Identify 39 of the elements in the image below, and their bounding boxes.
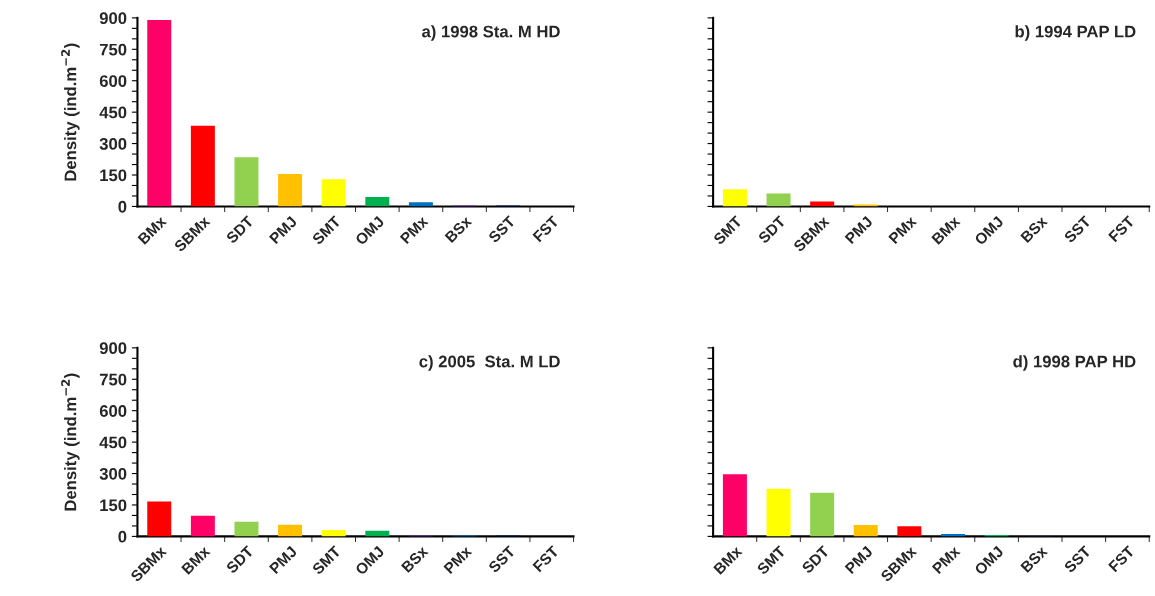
bar bbox=[766, 488, 791, 537]
y-tick-label: 750 bbox=[99, 373, 127, 386]
y-tick-label: 150 bbox=[100, 169, 127, 182]
y-tick-label: 900 bbox=[99, 12, 127, 25]
bar bbox=[234, 521, 259, 537]
chart-title: b) 1994 PAP LD bbox=[1015, 25, 1136, 41]
chart-title: a) 1998 Sta. M HD bbox=[422, 25, 560, 41]
bar bbox=[897, 526, 922, 537]
y-tick-label: 150 bbox=[100, 499, 127, 512]
y-tick-label: 450 bbox=[99, 436, 127, 449]
chart-title: d) 1998 PAP HD bbox=[1013, 355, 1136, 371]
bar bbox=[278, 524, 303, 537]
y-tick-label: 600 bbox=[99, 75, 127, 87]
bar bbox=[234, 157, 259, 207]
bar bbox=[853, 524, 878, 537]
bar bbox=[321, 529, 346, 537]
y-axis-title: Density (ind.m$^{−2}$) bbox=[61, 43, 80, 181]
y-tick-label: 0 bbox=[118, 200, 127, 213]
bar bbox=[190, 515, 215, 537]
bar bbox=[722, 474, 747, 537]
y-tick-label: 900 bbox=[99, 342, 127, 355]
y-tick-label: 600 bbox=[99, 405, 127, 417]
bar bbox=[278, 173, 303, 207]
y-tick-label: 300 bbox=[99, 137, 127, 150]
bar bbox=[810, 492, 835, 537]
y-tick-label: 0 bbox=[118, 530, 127, 543]
bar bbox=[190, 125, 215, 207]
bar bbox=[147, 19, 172, 207]
y-tick-label: 300 bbox=[99, 467, 127, 480]
bar bbox=[722, 189, 747, 207]
y-axis-title: Density (ind.m$^{−2}$) bbox=[61, 373, 80, 511]
bar bbox=[365, 197, 390, 207]
bar bbox=[408, 202, 433, 207]
y-tick-label: 750 bbox=[99, 43, 127, 56]
chart-title: c) 2005 Sta. M LD bbox=[419, 355, 560, 371]
bar bbox=[321, 179, 346, 207]
bar bbox=[766, 193, 791, 207]
bar bbox=[147, 501, 172, 537]
y-tick-label: 450 bbox=[99, 106, 127, 119]
